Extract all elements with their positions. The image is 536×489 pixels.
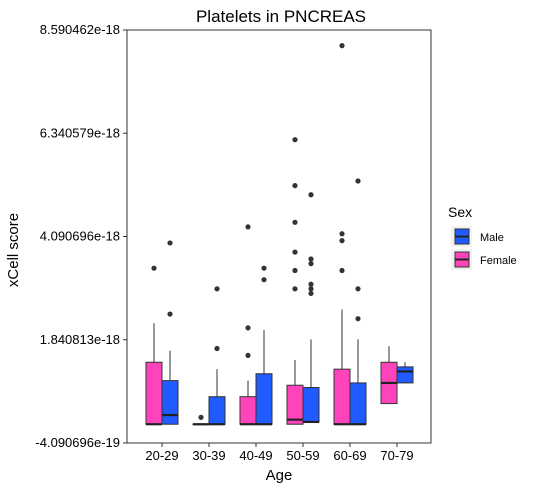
x-tick-label: 60-69 <box>333 448 366 463</box>
box-body <box>145 361 163 425</box>
outlier-point <box>292 286 298 292</box>
box-female-40-49 <box>239 224 257 426</box>
outlier-point <box>308 192 314 198</box>
box-body <box>239 396 257 425</box>
outlier-point <box>167 311 173 317</box>
x-tick-label: 70-79 <box>380 448 413 463</box>
outlier-point <box>308 281 314 287</box>
outlier-point <box>245 352 251 358</box>
y-tick-label: 1.840813e-18 <box>40 332 120 347</box>
y-tick-label: 6.340579e-18 <box>40 125 120 140</box>
y-tick-label: 8.590462e-18 <box>40 22 120 37</box>
outlier-point <box>198 414 204 420</box>
outlier-point <box>292 182 298 189</box>
box-male-30-39 <box>208 286 226 426</box>
chart-title: Platelets in PNCREAS <box>196 7 366 26</box>
outlier-point <box>292 137 298 143</box>
legend-label: Male <box>480 232 504 244</box>
box-body <box>161 380 179 425</box>
legend-entry-male: Male <box>451 226 504 247</box>
plot-panel <box>126 29 432 444</box>
outlier-point <box>292 267 298 274</box>
x-tick-label: 30-39 <box>192 448 225 463</box>
outlier-point <box>214 345 220 352</box>
outlier-point <box>339 231 345 237</box>
outlier-point <box>167 240 173 246</box>
legend-label: Female <box>480 255 517 267</box>
plot-border <box>126 29 432 444</box>
outlier-point <box>261 277 267 283</box>
x-tick-label: 50-59 <box>286 448 319 463</box>
box-body <box>333 368 351 425</box>
box-male-20-29 <box>161 240 179 425</box>
box-body <box>349 382 367 425</box>
outlier-point <box>245 325 251 331</box>
box-body <box>255 373 273 425</box>
legend-entries: Male Female <box>451 226 517 270</box>
outlier-point <box>308 261 314 267</box>
y-tick-label: 4.090696e-18 <box>40 229 120 244</box>
y-axis-title: xCell score <box>5 213 22 287</box>
outlier-point <box>245 224 251 230</box>
outlier-point <box>339 238 345 244</box>
outlier-point <box>339 267 345 274</box>
box-marks <box>145 43 414 426</box>
box-male-40-49 <box>255 265 273 426</box>
y-axis: 8.590462e-18 6.340579e-18 4.090696e-18 1.84… <box>35 22 127 450</box>
legend-title: Sex <box>448 204 472 220</box>
legend-entry-female: Female <box>451 249 517 270</box>
outlier-point <box>151 265 157 271</box>
x-tick-label: 40-49 <box>239 448 272 463</box>
box-male-70-79 <box>396 362 414 384</box>
x-tick-label: 20-29 <box>145 448 178 463</box>
box-female-50-59 <box>286 137 304 425</box>
outlier-point <box>308 256 314 262</box>
outlier-point <box>214 286 220 292</box>
box-body <box>286 384 304 425</box>
box-female-70-79 <box>380 346 398 405</box>
outlier-point <box>292 249 298 255</box>
box-male-60-69 <box>349 178 367 426</box>
legend: Sex Male Female <box>448 204 517 270</box>
box-body <box>396 366 414 384</box>
outlier-point <box>355 178 361 184</box>
x-axis: 20-29 30-39 40-49 50-59 60-69 70-79 <box>145 443 414 463</box>
box-female-20-29 <box>145 265 163 426</box>
y-tick-label: -4.090696e-19 <box>35 435 120 450</box>
box-body <box>302 387 320 423</box>
box-female-60-69 <box>333 43 351 426</box>
x-axis-title: Age <box>266 467 293 484</box>
box-body <box>208 396 226 425</box>
outlier-point <box>355 316 361 322</box>
outlier-point <box>355 286 361 292</box>
outlier-point <box>261 265 267 271</box>
box-male-50-59 <box>302 192 320 424</box>
outlier-point <box>308 286 314 292</box>
outlier-point <box>308 290 314 297</box>
outlier-point <box>339 43 345 49</box>
outlier-point <box>292 219 298 225</box>
